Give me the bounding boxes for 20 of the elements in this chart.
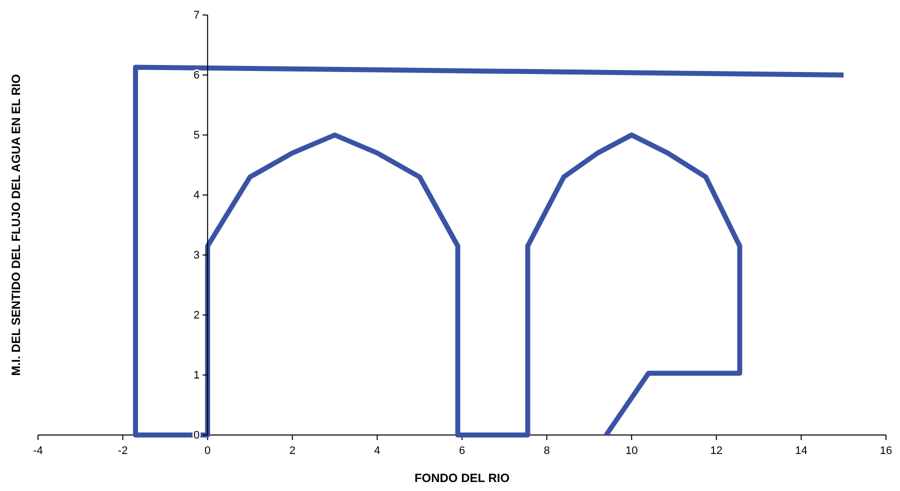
x-tick-label: 6 [458, 445, 466, 457]
y-tick-label: 2 [193, 310, 200, 322]
y-tick-label: 6 [193, 70, 200, 82]
y-tick-label: 7 [193, 10, 200, 22]
x-tick-label: -4 [33, 445, 43, 457]
x-axis-title: FONDO DEL RIO [414, 471, 510, 485]
x-tick-label: 10 [625, 445, 638, 457]
x-tick-label: 4 [374, 445, 380, 457]
x-tick-label: 16 [880, 445, 892, 457]
y-tick-label: 1 [193, 370, 200, 382]
y-axis-title: M.I. DEL SENTIDO DEL FLUJO DEL AGUA EN EL RIO [9, 74, 23, 376]
x-tick-label: 14 [795, 445, 808, 457]
y-tick-label: 4 [193, 190, 200, 202]
x-tick-label: 12 [710, 445, 723, 457]
x-tick-label: 0 [204, 445, 211, 457]
x-tick-label: 8 [544, 445, 550, 457]
x-tick-label: 2 [289, 445, 296, 457]
x-tick-label: -2 [118, 445, 128, 457]
y-tick-label: 5 [193, 130, 200, 142]
y-tick-label: 3 [193, 250, 200, 262]
